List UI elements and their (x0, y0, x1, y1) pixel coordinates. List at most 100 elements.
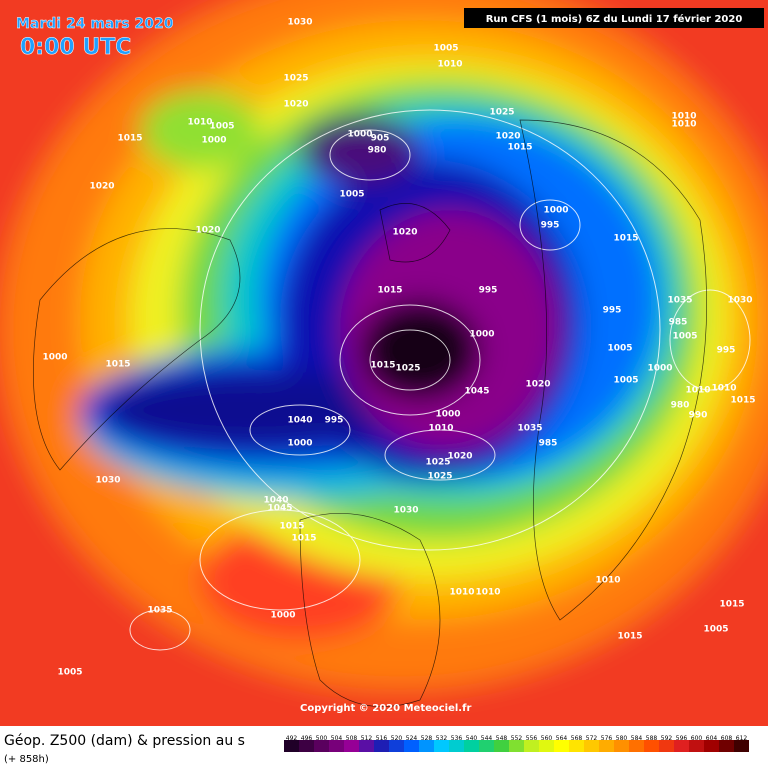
isobar-label: 1005 (607, 344, 632, 354)
isobar-label: 1005 (613, 376, 638, 386)
isobar-label: 1010 (475, 588, 500, 598)
scale-label: 560 (541, 735, 553, 742)
scale-swatch (644, 740, 659, 752)
isobar-label: 1015 (613, 234, 638, 244)
scale-label: 512 (361, 735, 373, 742)
isobar-label: 1025 (489, 108, 514, 118)
isobar-label: 1015 (617, 632, 642, 642)
isobar-label: 1000 (270, 611, 295, 621)
isobar-label: 1020 (392, 228, 417, 238)
isobar-label: 1045 (464, 387, 489, 397)
isobar-label: 1020 (495, 132, 520, 142)
isobar-label: 1010 (671, 112, 696, 122)
scale-label: 540 (466, 735, 478, 742)
isobar-label: 1020 (195, 226, 220, 236)
run-info: Run CFS (1 mois) 6Z du Lundi 17 février … (486, 13, 743, 25)
isobar-label: 1020 (89, 182, 114, 192)
isobar-label: 1000 (42, 353, 67, 363)
scale-label: 576 (601, 735, 613, 742)
isobar-label: 1010 (449, 588, 474, 598)
scale-swatch (284, 740, 299, 752)
scale-swatch (674, 740, 689, 752)
isobar-label: 1010 (428, 424, 453, 434)
scale-swatch (419, 740, 434, 752)
isobar-label: 980 (368, 146, 387, 156)
scale-swatch (734, 740, 749, 752)
date-label: Mardi 24 mars 2020 (16, 16, 174, 32)
isobar-label: 1000 (347, 130, 372, 140)
isobar-label: 985 (539, 439, 558, 449)
scale-swatch (464, 740, 479, 752)
isobar-label: 1010 (437, 60, 462, 70)
scale-label: 548 (496, 735, 508, 742)
isobar-label: 995 (325, 416, 344, 426)
scale-label: 592 (661, 735, 673, 742)
scale-label: 600 (691, 735, 703, 742)
scale-swatch (509, 740, 524, 752)
isobar-label: 1000 (543, 206, 568, 216)
scale-label: 588 (646, 735, 658, 742)
scale-swatch (449, 740, 464, 752)
scale-swatch (524, 740, 539, 752)
scale-swatch (629, 740, 644, 752)
scale-label: 552 (511, 735, 523, 742)
isobar-label: 1000 (469, 330, 494, 340)
isobar-label: 905 (371, 134, 390, 144)
scale-swatch (314, 740, 329, 752)
forecast-hour: (+ 858h) (4, 754, 49, 765)
scale-swatch (719, 740, 734, 752)
isobar-label: 1005 (57, 668, 82, 678)
scale-swatch (494, 740, 509, 752)
scale-label: 556 (526, 735, 538, 742)
isobar-label: 1015 (730, 396, 755, 406)
isobar-label: 1025 (283, 74, 308, 84)
scale-label: 572 (586, 735, 598, 742)
scale-swatch (704, 740, 719, 752)
scale-label: 596 (676, 735, 688, 742)
scale-label: 504 (331, 735, 343, 742)
scale-swatch (344, 740, 359, 752)
copyright: Copyright © 2020 Meteociel.fr (300, 703, 471, 714)
isobar-label: 1030 (393, 506, 418, 516)
isobar-label: 995 (541, 221, 560, 231)
isobar-label: 1015 (370, 361, 395, 371)
scale-swatch (374, 740, 389, 752)
scale-swatch (689, 740, 704, 752)
scale-label: 528 (421, 735, 433, 742)
scale-label: 508 (346, 735, 358, 742)
isobar-label: 1010 (671, 120, 696, 130)
scale-swatch (554, 740, 569, 752)
scale-swatch (389, 740, 404, 752)
isobar-label: 980 (671, 401, 690, 411)
isobar-label: 1000 (287, 439, 312, 449)
isobar-label: 990 (689, 411, 708, 421)
isobar-label: 1020 (283, 100, 308, 110)
scale-swatch (359, 740, 374, 752)
isobar-label: 1015 (507, 143, 532, 153)
isobar-label: 1015 (377, 286, 402, 296)
scale-label: 524 (406, 735, 418, 742)
isobar-label: 1010 (595, 576, 620, 586)
isobar-label: 1000 (435, 410, 460, 420)
isobar-label: 985 (669, 318, 688, 328)
isobars (129, 109, 751, 651)
isobar-labels: 1030 1005 1010 1025 1020 1010 1005 1000 1015 1000… (42, 18, 755, 678)
isobar-label: 1015 (279, 522, 304, 532)
isobar-label: 1005 (433, 44, 458, 54)
isobar-label: 1025 (425, 458, 450, 468)
scale-label: 496 (301, 735, 313, 742)
isobar-label: 1030 (95, 476, 120, 486)
coastlines (33, 119, 707, 707)
scale-swatch (329, 740, 344, 752)
isobar-label: 1020 (525, 380, 550, 390)
scale-swatch (599, 740, 614, 752)
scale-swatch (569, 740, 584, 752)
scale-label: 532 (436, 735, 448, 742)
isobar-label: 1010 (187, 118, 212, 128)
scale-label: 580 (616, 735, 628, 742)
scale-swatch (434, 740, 449, 752)
run-banner (464, 8, 764, 28)
scale-swatch (539, 740, 554, 752)
